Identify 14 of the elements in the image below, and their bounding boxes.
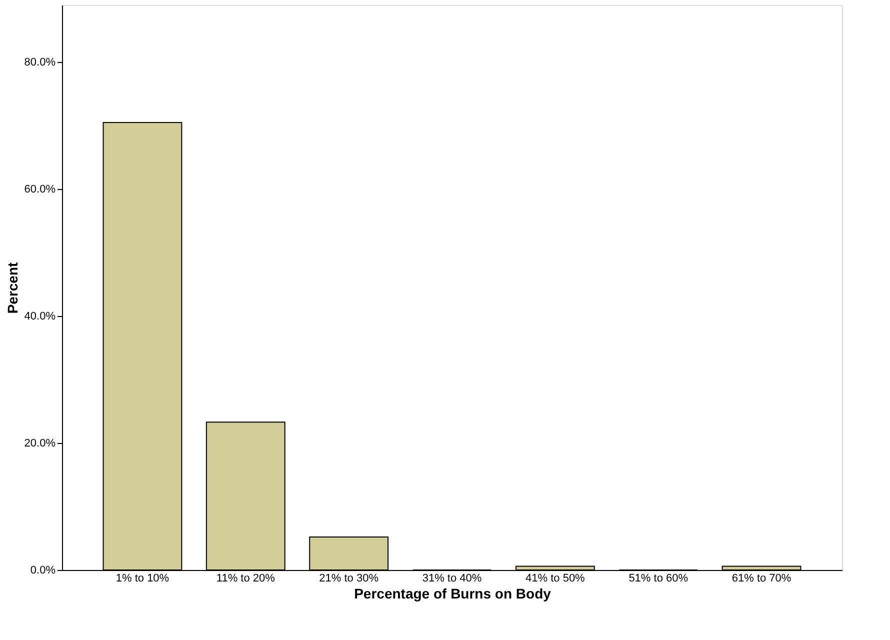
x-tick-label: 11% to 20% (216, 572, 276, 584)
x-tick-label: 51% to 60% (628, 572, 688, 584)
x-tick-label: 21% to 30% (319, 572, 379, 584)
y-tick-label: 0.0% (30, 564, 56, 576)
y-tick-label: 40.0% (24, 310, 56, 323)
y-axis-title: Percent (4, 262, 20, 314)
y-tick-label: 20.0% (24, 438, 56, 450)
y-tick-label: 60.0% (24, 184, 56, 196)
x-tick-label: 1% to 10% (116, 572, 170, 584)
x-tick-label: 61% to 70% (732, 572, 792, 584)
y-tick-label: 80.0% (24, 56, 56, 69)
x-tick-label: 41% to 50% (526, 572, 586, 584)
x-tick-label: 31% to 40% (422, 572, 482, 584)
x-axis-title: Percentage of Burns on Body (354, 586, 552, 602)
